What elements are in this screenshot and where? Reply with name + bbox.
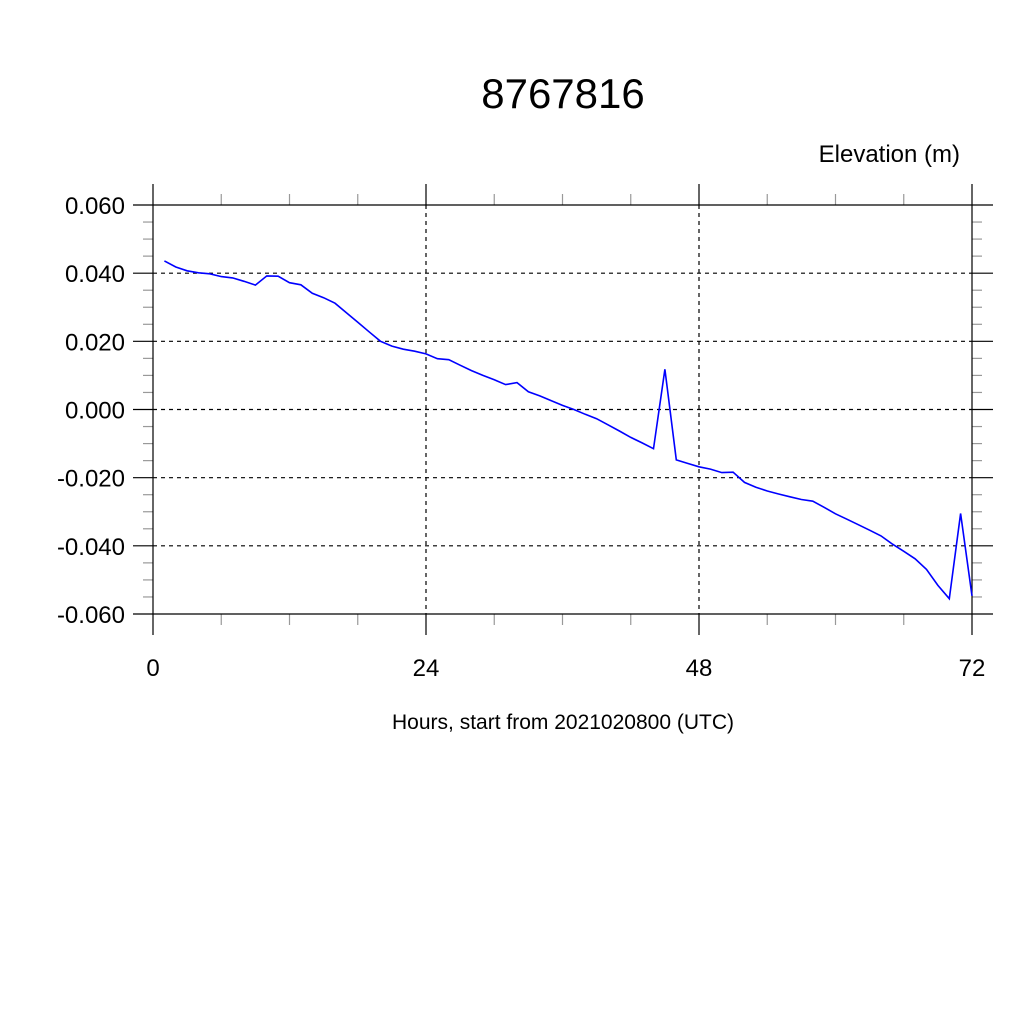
- y-tick-label: 0.040: [65, 261, 125, 288]
- y-tick-label: -0.020: [57, 466, 125, 493]
- y-tick-label: -0.060: [57, 602, 125, 629]
- y-tick-label: 0.000: [65, 398, 125, 425]
- x-axis-label: Hours, start from 2021020800 (UTC): [392, 711, 734, 734]
- axes: 0.060 0.040 0.020 0.000 -0.020 -0.040 -0.060 0 2…: [57, 184, 993, 682]
- x-tick-label: 48: [686, 655, 713, 682]
- x-tick-label: 24: [413, 655, 440, 682]
- chart-subtitle: Elevation (m): [819, 141, 960, 168]
- y-tick-label: 0.020: [65, 329, 125, 356]
- y-tick-label: 0.060: [65, 193, 125, 220]
- chart-title: 8767816: [481, 70, 645, 117]
- x-tick-label: 0: [146, 655, 159, 682]
- plot-area: [164, 260, 973, 601]
- x-tick-label: 72: [959, 655, 986, 682]
- series-line: [164, 260, 973, 601]
- y-tick-label: -0.040: [57, 534, 125, 561]
